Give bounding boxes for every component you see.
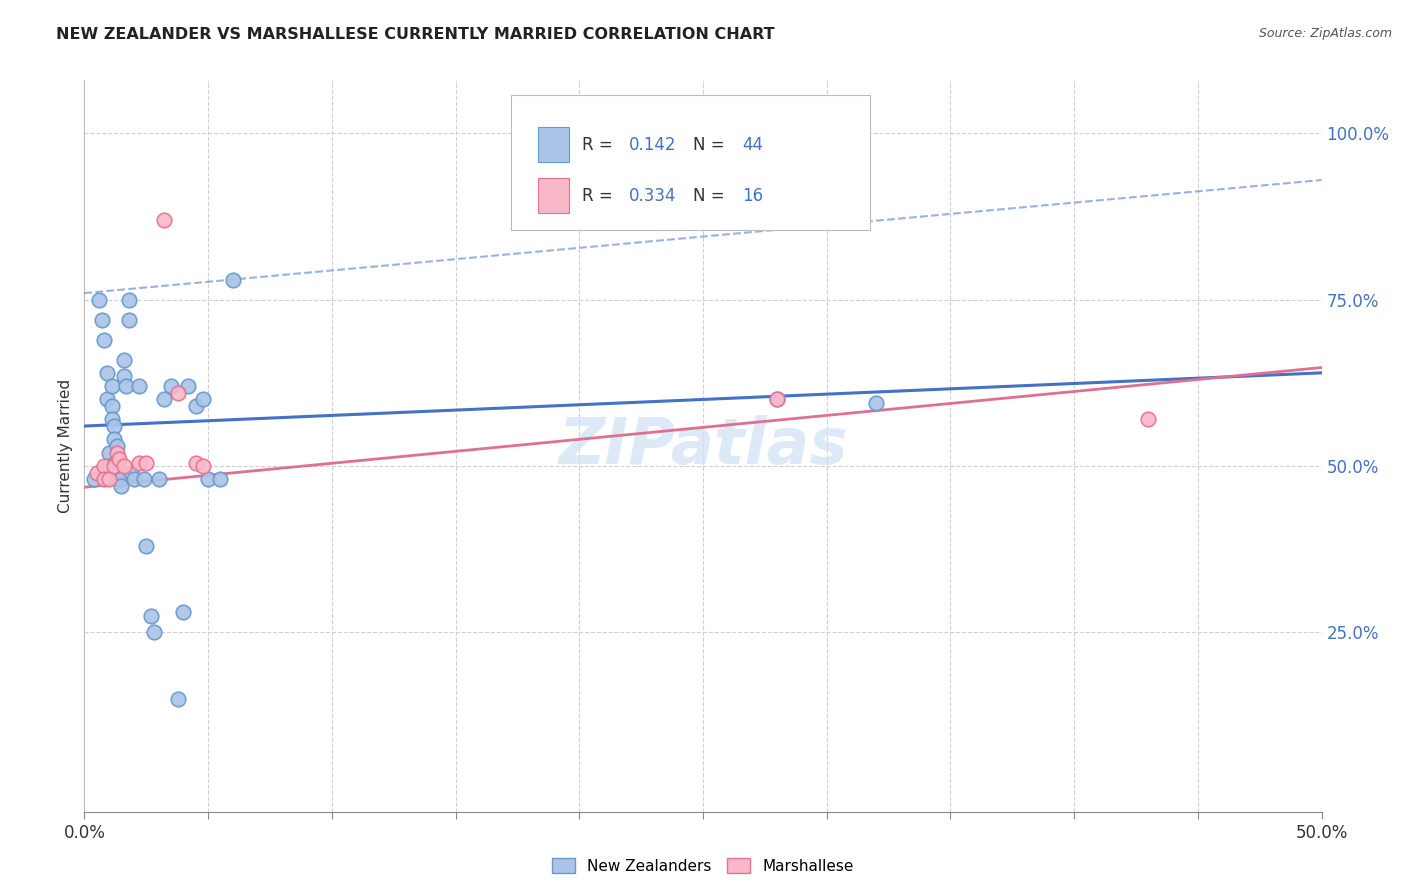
Point: [103, 433, 125, 447]
Point: [96, 392, 118, 407]
Point: [172, 605, 194, 619]
Point: [160, 379, 183, 393]
Point: [105, 445, 128, 459]
Point: [100, 399, 122, 413]
FancyBboxPatch shape: [512, 95, 870, 230]
Point: [100, 412, 122, 426]
Y-axis label: Currently Married: Currently Married: [58, 379, 73, 513]
Legend: New Zealanders, Marshallese: New Zealanders, Marshallese: [547, 852, 859, 880]
Point: [105, 439, 128, 453]
Point: [110, 479, 132, 493]
Point: [135, 456, 157, 470]
Point: [184, 456, 207, 470]
Point: [118, 312, 141, 326]
Point: [132, 472, 155, 486]
Point: [112, 369, 135, 384]
Point: [112, 352, 135, 367]
Point: [110, 472, 132, 486]
Text: 0.334: 0.334: [628, 186, 676, 205]
Point: [93, 458, 115, 473]
Point: [103, 458, 125, 473]
Text: ZIPatlas: ZIPatlas: [558, 415, 848, 477]
Point: [115, 379, 138, 393]
Point: [152, 392, 174, 407]
Point: [93, 472, 115, 486]
Point: [98, 472, 121, 486]
Point: [222, 273, 245, 287]
Point: [177, 379, 200, 393]
Point: [148, 472, 170, 486]
Point: [83, 472, 105, 486]
Point: [120, 466, 142, 480]
Point: [167, 691, 190, 706]
Point: [152, 213, 174, 227]
Point: [112, 458, 135, 473]
Text: N =: N =: [693, 136, 730, 153]
Point: [100, 379, 122, 393]
Text: 44: 44: [742, 136, 763, 153]
Point: [98, 458, 121, 473]
Point: [191, 392, 214, 407]
Point: [167, 385, 190, 400]
Text: 0.142: 0.142: [628, 136, 676, 153]
Text: R =: R =: [582, 186, 617, 205]
Point: [108, 452, 131, 467]
Point: [128, 379, 150, 393]
Point: [86, 466, 108, 480]
Point: [105, 452, 128, 467]
Point: [135, 539, 157, 553]
Point: [1137, 412, 1160, 426]
Text: R =: R =: [582, 136, 617, 153]
Point: [96, 366, 118, 380]
Point: [191, 458, 214, 473]
FancyBboxPatch shape: [538, 178, 569, 213]
Point: [90, 312, 112, 326]
Point: [89, 293, 111, 307]
Point: [122, 472, 145, 486]
Text: NEW ZEALANDER VS MARSHALLESE CURRENTLY MARRIED CORRELATION CHART: NEW ZEALANDER VS MARSHALLESE CURRENTLY M…: [56, 27, 775, 42]
Point: [865, 396, 887, 410]
Point: [108, 466, 131, 480]
FancyBboxPatch shape: [538, 127, 569, 162]
Point: [108, 472, 131, 486]
Point: [766, 392, 789, 407]
Point: [766, 392, 789, 407]
Point: [98, 445, 121, 459]
Text: N =: N =: [693, 186, 730, 205]
Point: [103, 419, 125, 434]
Point: [93, 333, 115, 347]
Point: [209, 472, 232, 486]
Point: [128, 456, 150, 470]
Point: [142, 625, 165, 640]
Text: Source: ZipAtlas.com: Source: ZipAtlas.com: [1258, 27, 1392, 40]
Point: [118, 293, 141, 307]
Text: 16: 16: [742, 186, 763, 205]
Point: [141, 608, 163, 623]
Point: [197, 472, 219, 486]
Point: [184, 399, 207, 413]
